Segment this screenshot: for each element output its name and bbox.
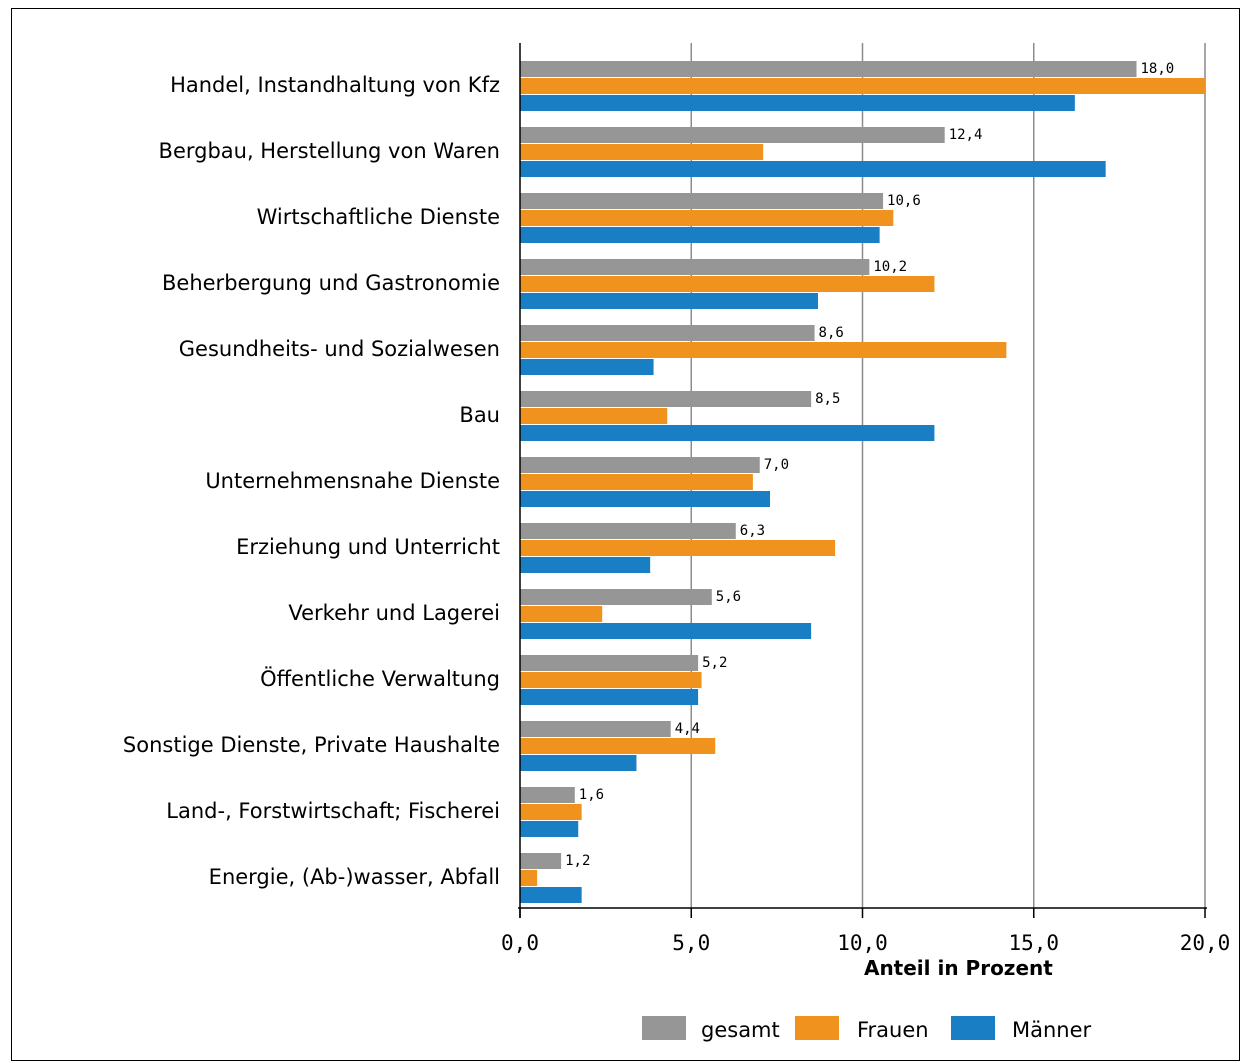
data-label: 8,6 <box>819 325 844 341</box>
x-tick-label: 15,0 <box>1008 931 1059 955</box>
data-label: 10,6 <box>887 193 921 209</box>
category-label: Verkehr und Lagerei <box>288 601 500 625</box>
bar-gesamt <box>520 127 945 143</box>
bar-m-nner <box>520 689 699 705</box>
legend-swatch-gesamt <box>642 1016 686 1040</box>
bar-frauen <box>520 474 753 490</box>
bar-gesamt <box>520 391 812 407</box>
category-label: Gesundheits- und Sozialwesen <box>179 337 500 361</box>
data-label: 12,4 <box>949 127 983 143</box>
legend-label-m-nner: Männer <box>1012 1018 1092 1042</box>
bar-frauen <box>520 210 894 226</box>
legend-swatch-m-nner <box>951 1016 995 1040</box>
legend-label-gesamt: gesamt <box>701 1018 780 1042</box>
bar-gesamt <box>520 259 870 275</box>
bar-frauen <box>520 78 1205 94</box>
bar-m-nner <box>520 887 582 903</box>
bar-m-nner <box>520 557 651 573</box>
category-label: Wirtschaftliche Dienste <box>257 205 500 229</box>
bar-gesamt <box>520 523 736 539</box>
category-label: Sonstige Dienste, Private Haushalte <box>123 733 500 757</box>
bar-frauen <box>520 606 603 622</box>
x-tick-label: 5,0 <box>672 931 710 955</box>
bar-frauen <box>520 738 716 754</box>
data-label: 4,4 <box>675 721 700 737</box>
bar-gesamt <box>520 655 699 671</box>
data-label: 6,3 <box>740 523 765 539</box>
category-label: Energie, (Ab-)wasser, Abfall <box>209 865 500 889</box>
x-tick-label: 20,0 <box>1180 931 1231 955</box>
data-label: 1,2 <box>565 853 590 869</box>
bar-gesamt <box>520 721 671 737</box>
bar-m-nner <box>520 425 935 441</box>
bar-frauen <box>520 540 836 556</box>
data-label: 10,2 <box>873 259 907 275</box>
bar-gesamt <box>520 193 884 209</box>
bar-m-nner <box>520 293 818 309</box>
bar-m-nner <box>520 491 771 507</box>
bar-frauen <box>520 144 764 160</box>
bar-m-nner <box>520 755 637 771</box>
bar-m-nner <box>520 623 812 639</box>
x-axis-title: Anteil in Prozent <box>864 956 1053 980</box>
bar-m-nner <box>520 359 654 375</box>
bar-frauen <box>520 408 668 424</box>
legend-swatch-frauen <box>795 1016 839 1040</box>
bar-gesamt <box>520 853 562 869</box>
bar-gesamt <box>520 61 1137 77</box>
bar-frauen <box>520 804 582 820</box>
bar-gesamt <box>520 457 760 473</box>
bar-gesamt <box>520 325 815 341</box>
category-label: Bergbau, Herstellung von Waren <box>159 139 500 163</box>
bar-m-nner <box>520 95 1075 111</box>
category-label: Unternehmensnahe Dienste <box>205 469 500 493</box>
x-tick-label: 10,0 <box>837 931 888 955</box>
data-label: 7,0 <box>764 457 789 473</box>
bar-frauen <box>520 870 538 886</box>
bar-m-nner <box>520 227 880 243</box>
data-label: 8,5 <box>815 391 840 407</box>
category-label: Beherbergung und Gastronomie <box>162 271 500 295</box>
bar-frauen <box>520 672 702 688</box>
data-label: 18,0 <box>1141 61 1175 77</box>
category-label: Öffentliche Verwaltung <box>260 666 500 691</box>
chart-frame <box>11 8 1240 1061</box>
category-label: Erziehung und Unterricht <box>236 535 500 559</box>
data-label: 1,6 <box>579 787 604 803</box>
bar-m-nner <box>520 161 1106 177</box>
bar-gesamt <box>520 589 712 605</box>
category-label: Land-, Forstwirtschaft; Fischerei <box>166 799 500 823</box>
bar-m-nner <box>520 821 579 837</box>
bar-gesamt <box>520 787 575 803</box>
data-label: 5,2 <box>702 655 727 671</box>
data-label: 5,6 <box>716 589 741 605</box>
bar-frauen <box>520 342 1007 358</box>
x-tick-label: 0,0 <box>501 931 539 955</box>
bar-frauen <box>520 276 935 292</box>
legend-label-frauen: Frauen <box>857 1018 929 1042</box>
category-label: Handel, Instandhaltung von Kfz <box>170 73 500 97</box>
category-label: Bau <box>459 403 500 427</box>
